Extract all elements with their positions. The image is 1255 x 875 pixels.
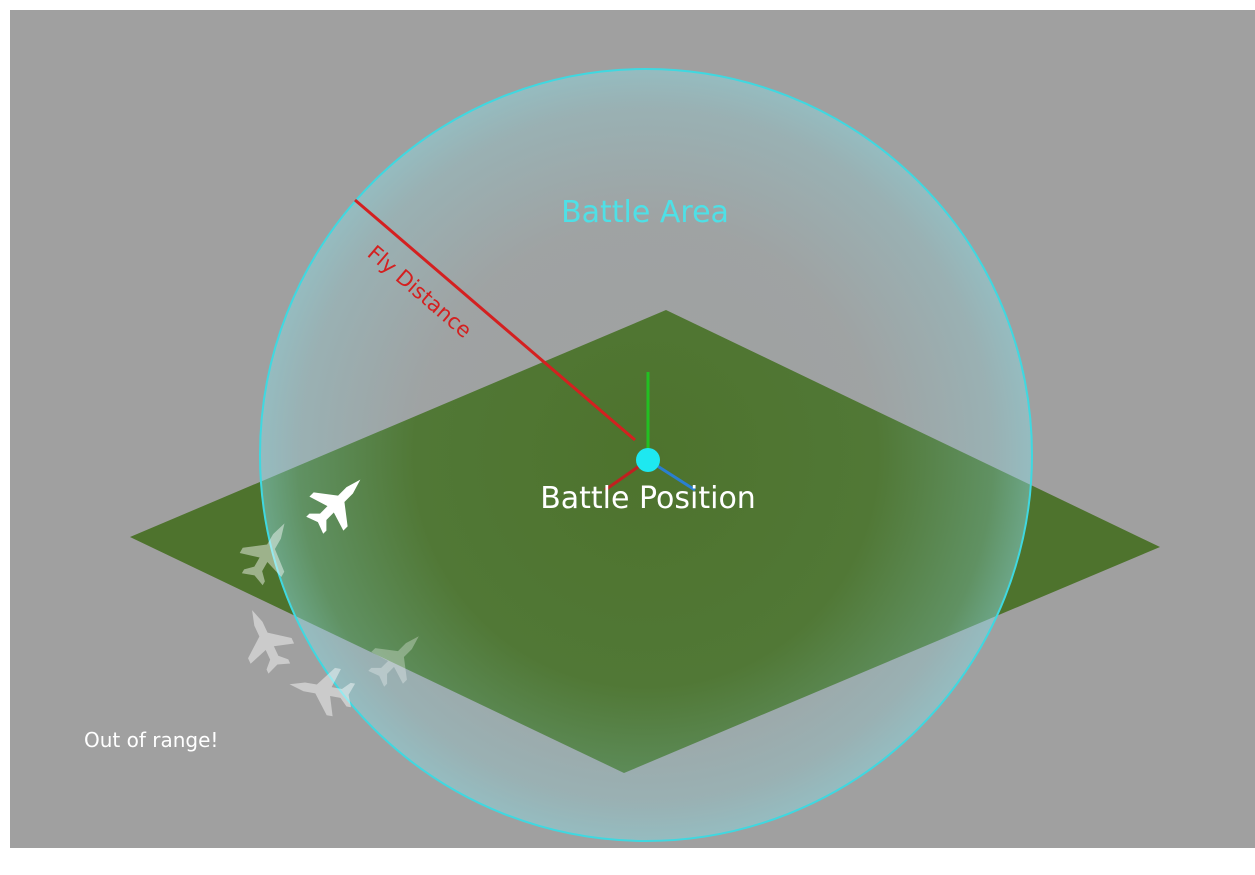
battle-position-label: Battle Position [540, 481, 756, 516]
fly-distance-line [354, 198, 636, 442]
battle-position-marker [636, 448, 660, 472]
out-of-range-label: Out of range! [84, 728, 218, 752]
battle-area-label: Battle Area [561, 195, 729, 230]
